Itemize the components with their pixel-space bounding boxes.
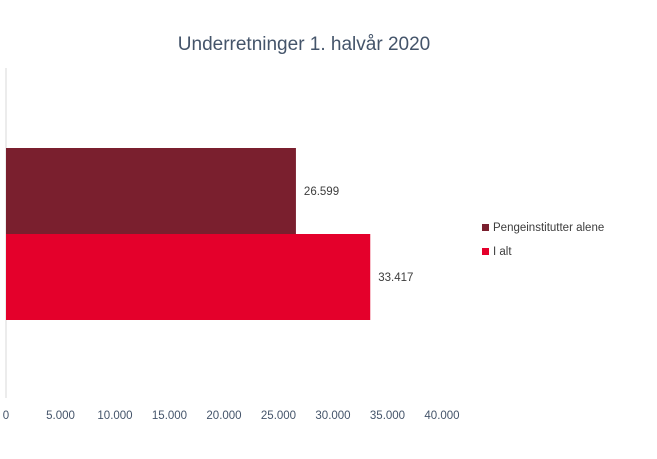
x-tick-label: 30.000 [315, 410, 350, 422]
legend-swatch-0 [482, 224, 489, 231]
x-tick-label: 25.000 [261, 410, 296, 422]
x-tick-label: 10.000 [97, 410, 132, 422]
x-tick-label: 5.000 [46, 410, 75, 422]
x-axis-ticks: 0 5.000 10.000 15.000 20.000 25.000 30.000 35.0… [3, 410, 460, 422]
x-tick-label: 0 [3, 410, 9, 422]
bar-1 [6, 234, 371, 320]
data-label-1: 33.417 [378, 272, 413, 284]
legend-label-0: Pengeinstitutter alene [493, 222, 604, 234]
x-tick-label: 35.000 [370, 410, 405, 422]
x-tick-label: 20.000 [206, 410, 241, 422]
chart-title: Underretninger 1. halvår 2020 [178, 34, 430, 55]
x-tick-label: 15.000 [152, 410, 187, 422]
legend-swatch-1 [482, 248, 489, 255]
legend-label-1: I alt [493, 246, 512, 258]
data-label-0: 26.599 [304, 186, 339, 198]
bar-0 [6, 148, 296, 234]
bars-group: 26.599 33.417 [6, 148, 413, 320]
legend: Pengeinstitutter alene I alt [482, 222, 604, 258]
x-tick-label: 40.000 [424, 410, 459, 422]
